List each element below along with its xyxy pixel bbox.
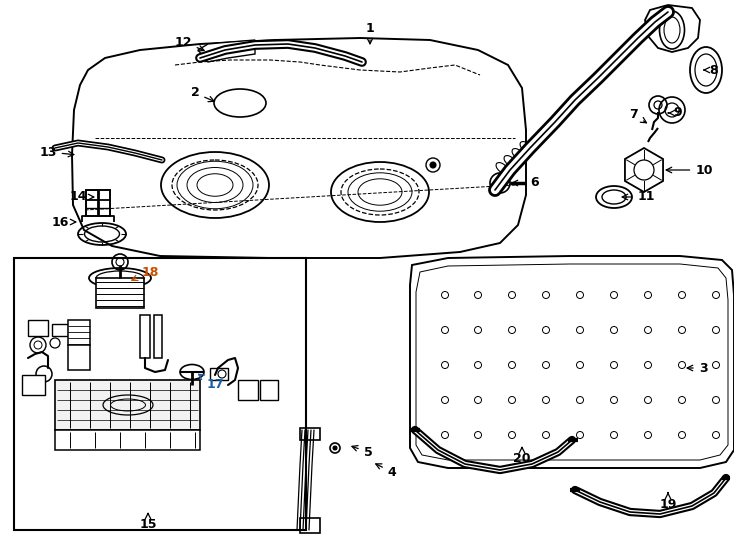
Polygon shape <box>96 278 144 308</box>
Text: 19: 19 <box>659 493 677 511</box>
Text: 2: 2 <box>191 86 214 102</box>
Circle shape <box>430 162 436 168</box>
Polygon shape <box>52 324 68 336</box>
Polygon shape <box>68 320 90 345</box>
Polygon shape <box>410 256 734 468</box>
Text: 5: 5 <box>352 446 372 458</box>
Polygon shape <box>22 375 45 395</box>
Polygon shape <box>55 380 200 430</box>
Text: 4: 4 <box>376 464 396 478</box>
Bar <box>300 518 320 533</box>
Text: 8: 8 <box>704 64 719 77</box>
Bar <box>300 428 320 440</box>
Polygon shape <box>645 5 700 52</box>
Text: 6: 6 <box>512 177 539 190</box>
Polygon shape <box>72 38 526 258</box>
Text: 12: 12 <box>174 36 204 51</box>
Polygon shape <box>140 315 150 358</box>
Text: 7: 7 <box>630 109 647 123</box>
Polygon shape <box>28 320 48 336</box>
Polygon shape <box>625 148 663 192</box>
Polygon shape <box>154 315 162 358</box>
Bar <box>14 258 306 530</box>
Text: 3: 3 <box>687 361 708 375</box>
Polygon shape <box>68 345 90 370</box>
Text: 13: 13 <box>40 145 74 159</box>
Polygon shape <box>210 368 228 380</box>
Text: 15: 15 <box>139 514 157 530</box>
Polygon shape <box>238 380 258 400</box>
Polygon shape <box>55 430 200 450</box>
Bar <box>86 190 110 216</box>
Text: 18: 18 <box>132 266 159 280</box>
Text: 14: 14 <box>69 191 94 204</box>
Text: 17: 17 <box>198 374 224 392</box>
Text: 1: 1 <box>366 22 374 44</box>
Text: 20: 20 <box>513 448 531 464</box>
Polygon shape <box>198 40 255 62</box>
Text: 11: 11 <box>622 191 655 204</box>
Polygon shape <box>260 380 278 400</box>
Text: 16: 16 <box>51 215 76 228</box>
Text: 9: 9 <box>668 106 683 119</box>
Circle shape <box>333 446 337 450</box>
Text: 10: 10 <box>666 164 713 177</box>
